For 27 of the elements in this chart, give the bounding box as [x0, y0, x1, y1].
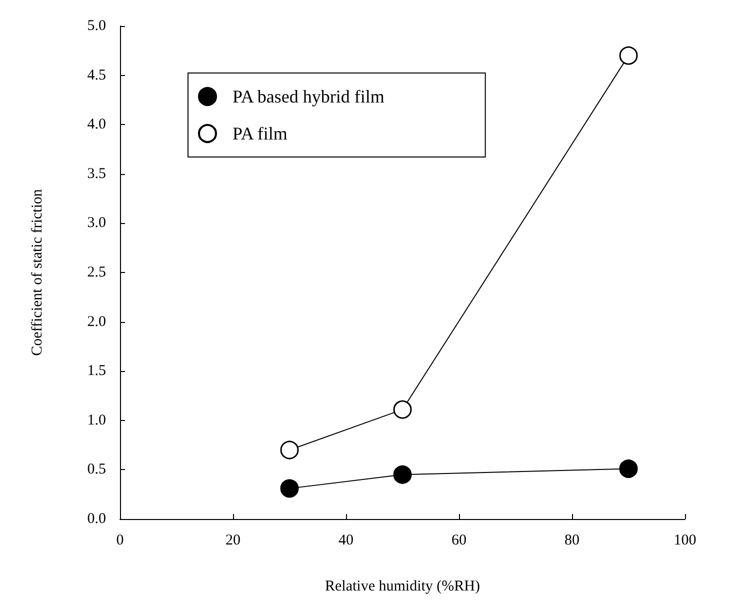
x-tick-label: 60 — [452, 532, 466, 548]
y-tick-label: 1.0 — [87, 412, 106, 428]
y-tick-label: 1.5 — [87, 363, 106, 380]
point — [619, 46, 638, 65]
point — [393, 400, 412, 419]
x-tick-label: 20 — [226, 532, 240, 548]
x-axis-title: Relative humidity (%RH) — [325, 578, 480, 594]
legend-label: PA based hybrid film — [232, 86, 384, 106]
y-tick-label: 3.5 — [87, 166, 106, 182]
y-tick-label: 5.0 — [87, 18, 106, 34]
x-tick-label: 80 — [564, 532, 580, 548]
point — [280, 440, 299, 460]
point — [619, 459, 638, 478]
point — [393, 465, 412, 484]
y-tick-label: 2.5 — [87, 264, 106, 280]
y-tick-label: 2.0 — [87, 314, 106, 330]
y-tick-label: 4.5 — [87, 67, 106, 84]
y-axis-title: Coefficient of static friction — [30, 188, 46, 356]
x-tick-label: 40 — [338, 532, 354, 548]
y-tick-label: 3.0 — [87, 215, 106, 232]
legend-label: PA film — [232, 124, 288, 144]
x-tick-label: 100 — [674, 532, 696, 548]
y-tick-label: 0.0 — [87, 511, 106, 527]
x-tick-label: 0 — [116, 532, 124, 548]
point — [280, 479, 299, 498]
y-tick-label: 4.0 — [87, 116, 106, 133]
y-tick-label: 0.5 — [87, 462, 106, 478]
